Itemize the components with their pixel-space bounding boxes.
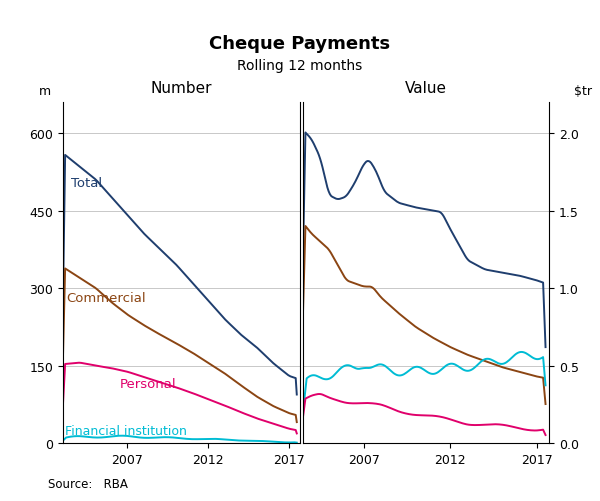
Text: m: m <box>40 85 52 98</box>
Text: Cheque Payments: Cheque Payments <box>209 35 391 53</box>
Text: $tr: $tr <box>574 85 592 98</box>
Text: Total: Total <box>71 176 102 189</box>
Text: Number: Number <box>151 81 212 96</box>
Text: Rolling 12 months: Rolling 12 months <box>238 59 362 73</box>
Text: Value: Value <box>405 81 447 96</box>
Text: Financial institution: Financial institution <box>65 424 187 437</box>
Text: Personal: Personal <box>119 378 176 391</box>
Text: Source:   RBA: Source: RBA <box>48 477 128 490</box>
Text: Commercial: Commercial <box>66 292 146 305</box>
